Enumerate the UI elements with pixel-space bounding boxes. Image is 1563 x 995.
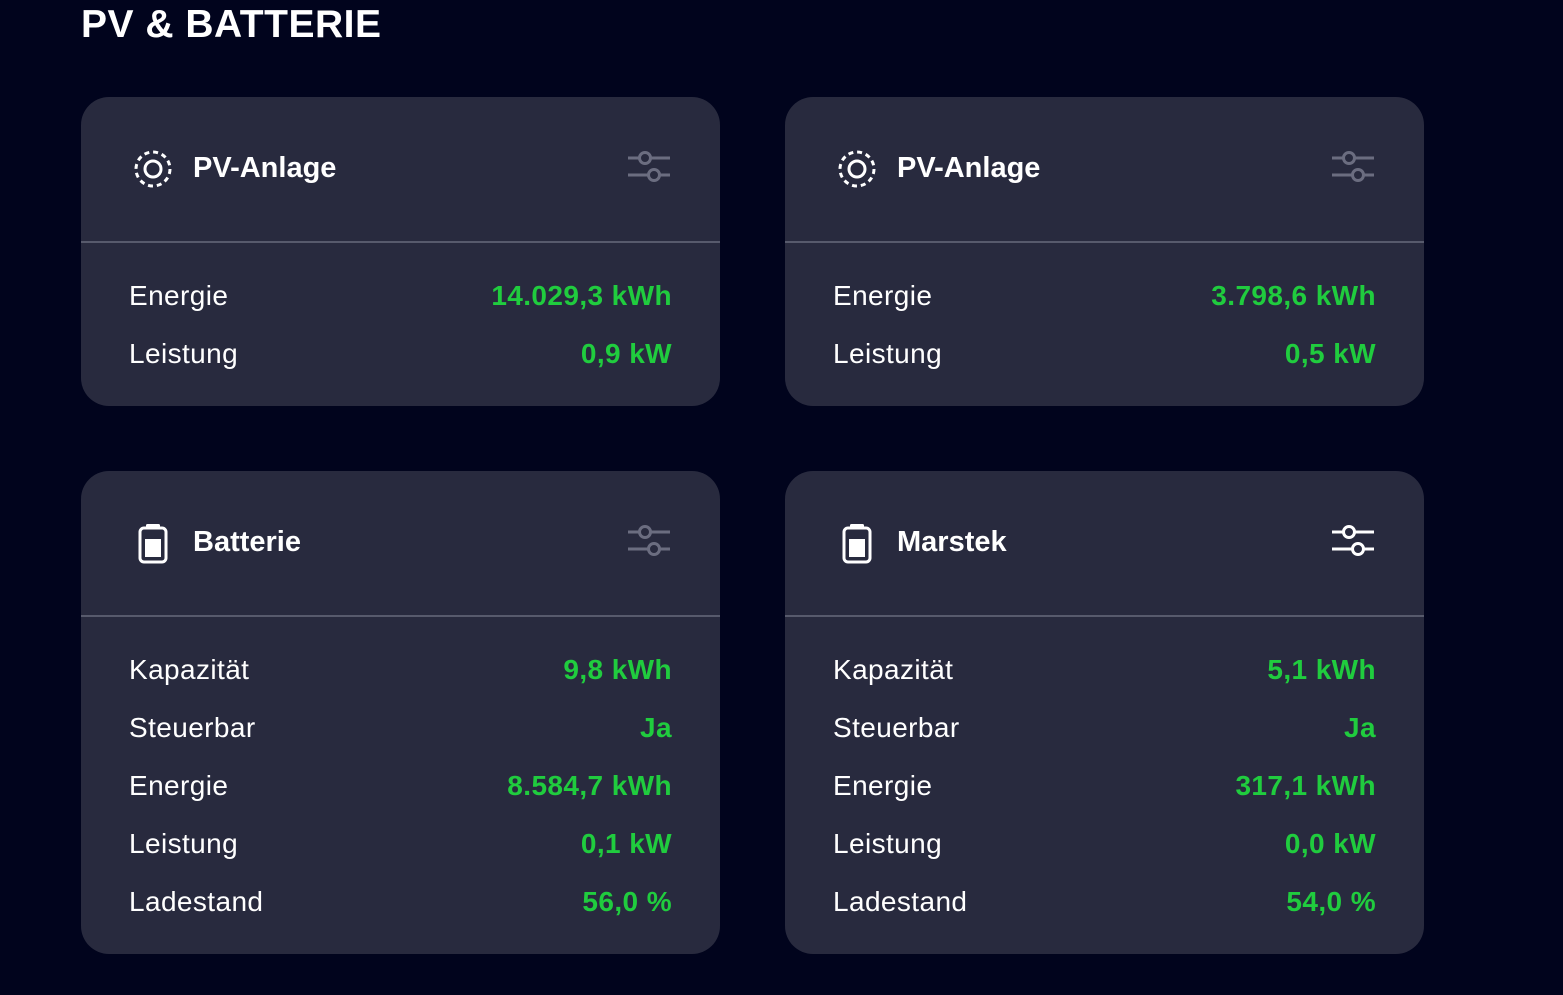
row-value: 0,5 kW — [1284, 338, 1376, 369]
card: Batterie Kapazität 9,8 kWh Steuerbar Ja Ener… — [81, 471, 720, 954]
row-label: Energie — [833, 280, 933, 311]
settings-button[interactable] — [626, 523, 672, 559]
row: Kapazität 5,1 kWh — [785, 641, 1424, 699]
card-header: Marstek — [785, 471, 1424, 617]
row-value: 5,1 kWh — [1267, 654, 1376, 685]
row: Energie 14.029,3 kWh — [81, 267, 720, 325]
row-value: 9,8 kWh — [563, 654, 672, 685]
settings-button[interactable] — [1330, 523, 1376, 559]
battery-icon — [842, 524, 872, 564]
row-label: Leistung — [833, 338, 943, 369]
row: Steuerbar Ja — [81, 699, 720, 757]
row-label: Energie — [833, 770, 933, 801]
row: Leistung 0,1 kW — [81, 815, 720, 873]
rows: Energie 14.029,3 kWh Leistung 0,9 kW — [81, 243, 720, 383]
row: Steuerbar Ja — [785, 699, 1424, 757]
card-header: PV-Anlage — [81, 97, 720, 243]
row-label: Leistung — [129, 338, 239, 369]
settings-button[interactable] — [1330, 149, 1376, 185]
row-value: 0,0 kW — [1284, 828, 1376, 859]
row-label: Kapazität — [833, 654, 954, 685]
card-header: Batterie — [81, 471, 720, 617]
card-title: PV-Anlage — [193, 152, 337, 184]
row-value: Ja — [640, 712, 672, 743]
row-label: Ladestand — [833, 886, 968, 917]
section-title: PV & BATTERIE — [81, 3, 382, 46]
row: Ladestand 54,0 % — [785, 873, 1424, 931]
battery-icon — [138, 524, 168, 564]
row-label: Steuerbar — [833, 712, 960, 743]
row-label: Kapazität — [129, 654, 250, 685]
row-label: Energie — [129, 770, 229, 801]
row-value: 56,0 % — [582, 886, 672, 917]
row: Energie 8.584,7 kWh — [81, 757, 720, 815]
rows: Kapazität 9,8 kWh Steuerbar Ja Energie 8.584,… — [81, 617, 720, 931]
card-title: Batterie — [193, 526, 301, 558]
sun-icon — [134, 150, 172, 188]
row-label: Leistung — [833, 828, 943, 859]
row-label: Ladestand — [129, 886, 264, 917]
card-title: Marstek — [897, 526, 1007, 558]
rows: Kapazität 5,1 kWh Steuerbar Ja Energie 317,1 … — [785, 617, 1424, 931]
sun-icon — [838, 150, 876, 188]
card: Marstek Kapazität 5,1 kWh Steuerbar Ja Energ… — [785, 471, 1424, 954]
row: Leistung 0,5 kW — [785, 325, 1424, 383]
row: Energie 3.798,6 kWh — [785, 267, 1424, 325]
rows: Energie 3.798,6 kWh Leistung 0,5 kW — [785, 243, 1424, 383]
row-value: Ja — [1344, 712, 1376, 743]
row-value: 0,1 kW — [580, 828, 672, 859]
row-value: 8.584,7 kWh — [507, 770, 672, 801]
settings-button[interactable] — [626, 149, 672, 185]
row-label: Leistung — [129, 828, 239, 859]
row-label: Energie — [129, 280, 229, 311]
card: PV-Anlage Energie 14.029,3 kWh Leistung 0,9… — [81, 97, 720, 406]
row-value: 317,1 kWh — [1235, 770, 1376, 801]
card: PV-Anlage Energie 3.798,6 kWh Leistung 0,5 … — [785, 97, 1424, 406]
row-value: 3.798,6 kWh — [1211, 280, 1376, 311]
row-value: 0,9 kW — [580, 338, 672, 369]
row: Energie 317,1 kWh — [785, 757, 1424, 815]
row: Leistung 0,9 kW — [81, 325, 720, 383]
row: Ladestand 56,0 % — [81, 873, 720, 931]
row-value: 54,0 % — [1286, 886, 1376, 917]
row: Kapazität 9,8 kWh — [81, 641, 720, 699]
row-label: Steuerbar — [129, 712, 256, 743]
row: Leistung 0,0 kW — [785, 815, 1424, 873]
row-value: 14.029,3 kWh — [491, 280, 672, 311]
card-title: PV-Anlage — [897, 152, 1041, 184]
card-header: PV-Anlage — [785, 97, 1424, 243]
